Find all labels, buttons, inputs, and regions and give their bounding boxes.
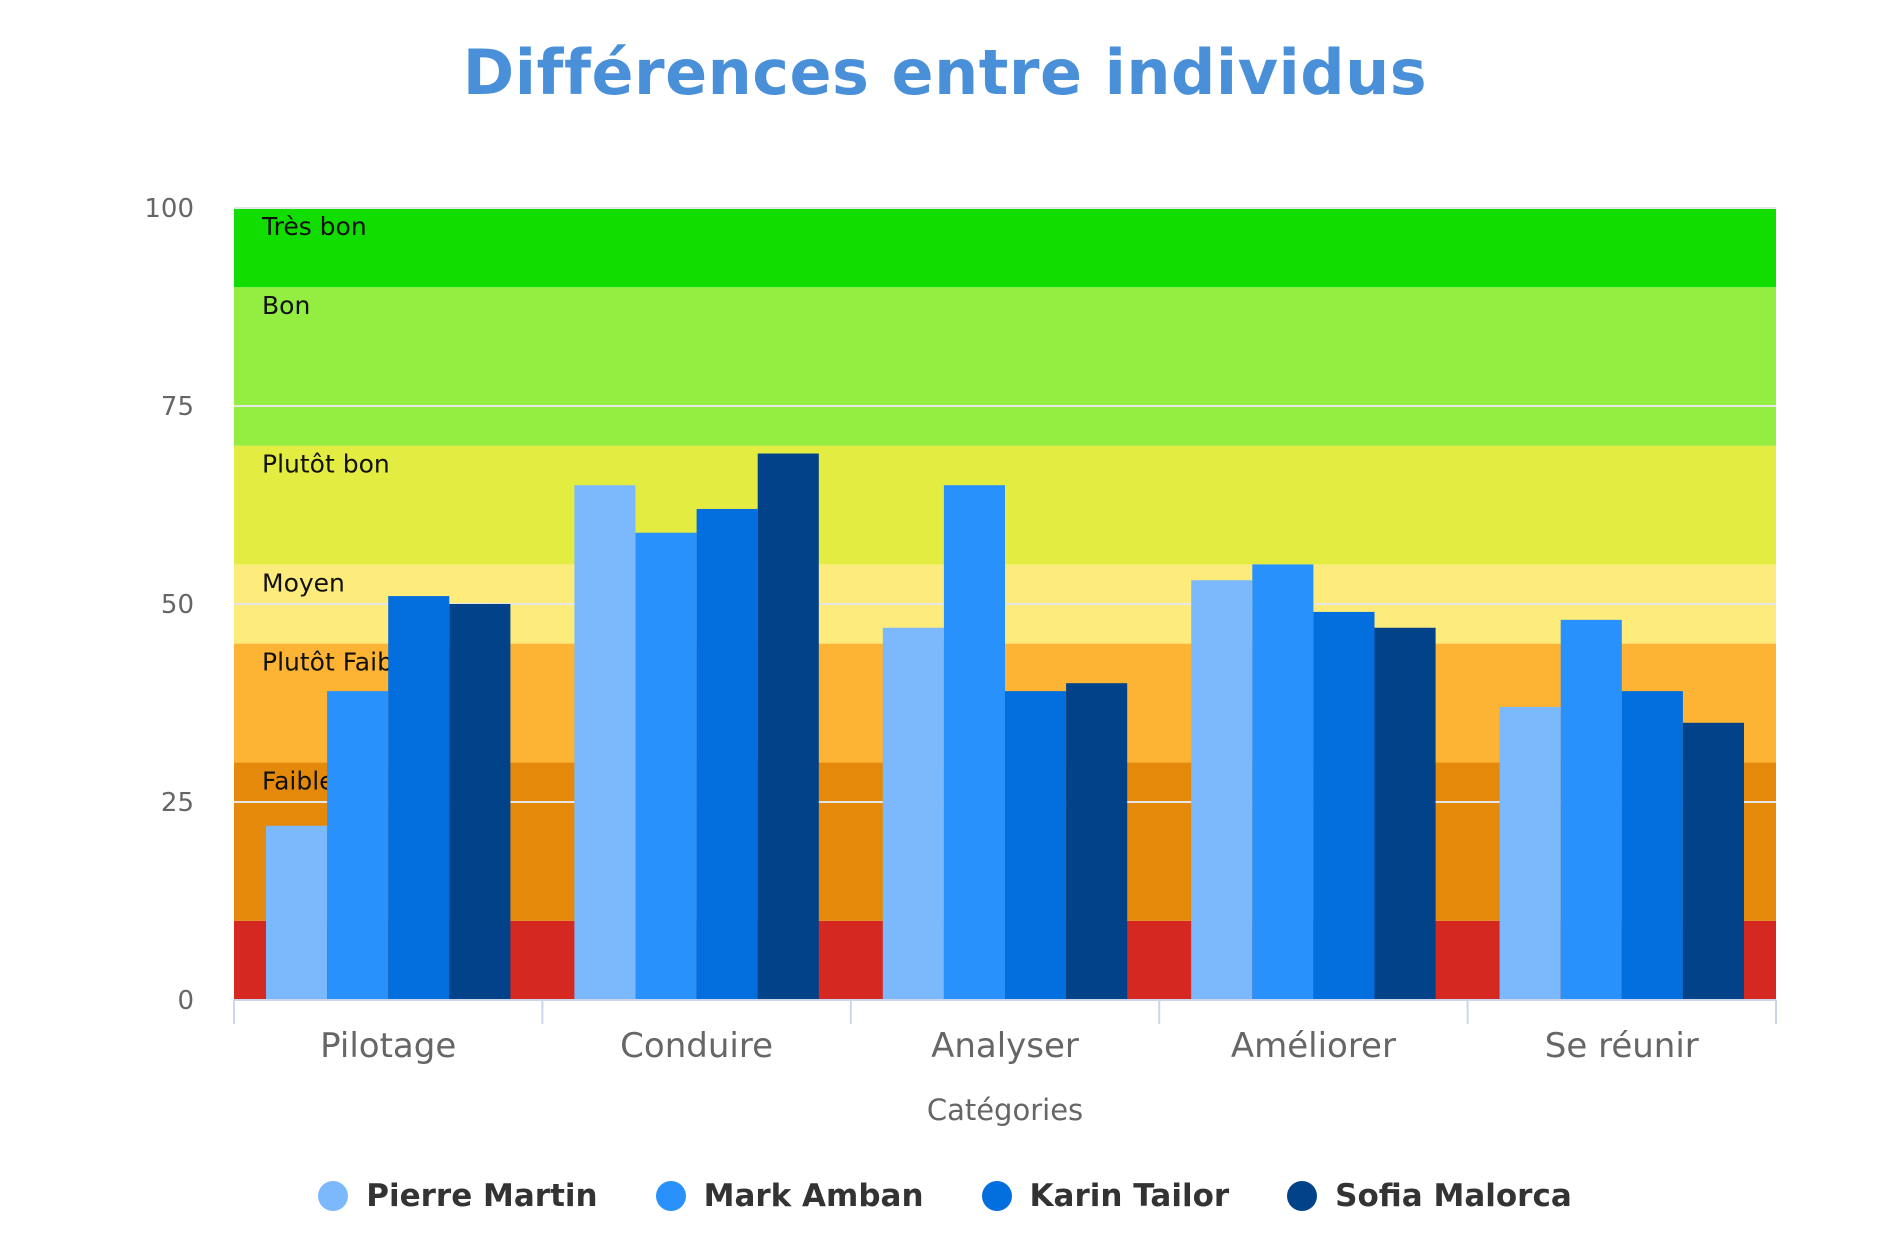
bar[interactable] (943, 485, 1005, 1000)
legend-swatch-icon (655, 1181, 686, 1211)
plot-band-label: Moyen (262, 568, 345, 597)
plot-band (234, 208, 1776, 288)
x-tick-label: Améliorer (1231, 1026, 1396, 1066)
plot-band (234, 287, 1776, 446)
bar[interactable] (388, 596, 450, 1000)
legend-label: Sofia Malorca (1335, 1178, 1572, 1214)
bar[interactable] (449, 604, 511, 1000)
bar[interactable] (1621, 691, 1683, 1000)
bar[interactable] (1313, 611, 1375, 1000)
bar[interactable] (757, 453, 819, 1000)
bar[interactable] (1005, 691, 1067, 1000)
axes: 0 25 50 75 100 Pilotage Conduire Analyser Amélio… (144, 194, 1777, 1066)
legend-label: Karin Tailor (1029, 1178, 1230, 1214)
legend-label: Mark Amban (703, 1178, 924, 1214)
plot-band-label: Bon (262, 291, 310, 320)
chart-title: Différences entre individus (462, 36, 1428, 109)
bar[interactable] (1191, 580, 1253, 1000)
y-tick-label: 75 (161, 392, 194, 422)
bars (266, 453, 1744, 1000)
bar[interactable] (1682, 722, 1744, 1000)
x-tick-label: Conduire (620, 1026, 773, 1066)
y-tick-label: 50 (161, 590, 194, 620)
bar[interactable] (1066, 683, 1128, 1000)
y-tick-label: 25 (161, 788, 194, 818)
bar[interactable] (266, 825, 328, 1000)
x-tick-label: Se réunir (1545, 1026, 1699, 1066)
x-tick-label: Pilotage (320, 1026, 456, 1066)
legend-item[interactable]: Karin Tailor (981, 1178, 1230, 1214)
bar[interactable] (327, 691, 389, 1000)
legend-swatch-icon (981, 1181, 1012, 1211)
bar[interactable] (696, 508, 758, 1000)
legend-swatch-icon (1287, 1181, 1318, 1211)
chart-legend: Pierre Martin Mark Amban Karin Tailor Sofia… (0, 1178, 1890, 1214)
legend-swatch-icon (318, 1181, 349, 1211)
legend-item[interactable]: Pierre Martin (318, 1178, 598, 1214)
legend-item[interactable]: Mark Amban (655, 1178, 924, 1214)
y-tick-label: 100 (144, 194, 194, 224)
bar[interactable] (1374, 627, 1436, 1000)
plot-band-label: Très bon (261, 212, 367, 241)
legend-label: Pierre Martin (366, 1178, 598, 1214)
plot-band-label: Faible (262, 766, 335, 795)
bar[interactable] (882, 627, 944, 1000)
bar[interactable] (574, 485, 636, 1000)
bar[interactable] (1499, 706, 1561, 1000)
x-tick-label: Analyser (931, 1026, 1079, 1066)
bar[interactable] (1252, 564, 1314, 1000)
x-axis-title: Catégories (927, 1093, 1083, 1127)
legend-item[interactable]: Sofia Malorca (1287, 1178, 1572, 1214)
bar[interactable] (1560, 619, 1622, 1000)
plot-band-label: Plutôt bon (262, 450, 390, 479)
bar[interactable] (635, 532, 697, 1000)
y-tick-label: 0 (177, 986, 194, 1016)
